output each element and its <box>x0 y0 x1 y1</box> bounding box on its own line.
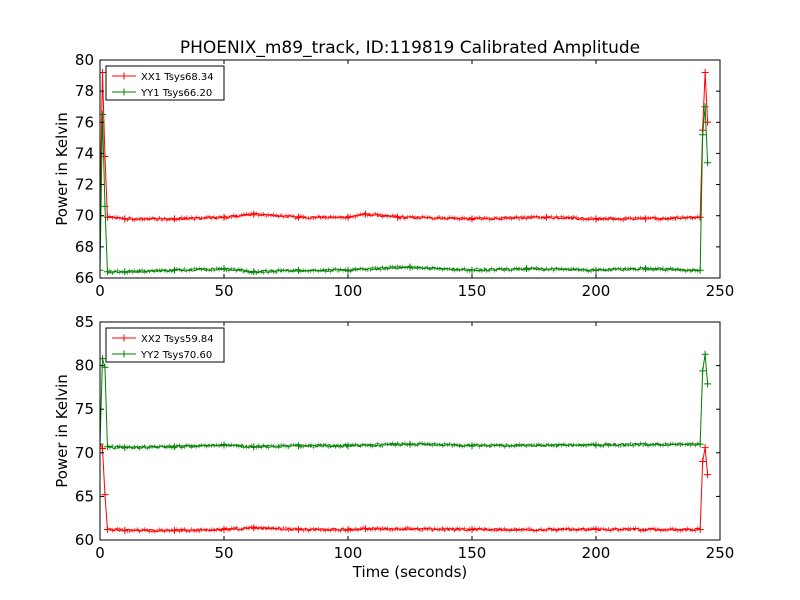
data-point-marker <box>704 471 712 479</box>
x-tick-label: 200 <box>582 282 611 300</box>
legend-label: YY1 Tsys66.20 <box>140 88 212 99</box>
y-tick-label: 78 <box>75 82 94 100</box>
series-group <box>100 68 712 276</box>
legend-label: XX1 Tsys68.34 <box>141 72 214 83</box>
x-tick-label: 0 <box>95 282 105 300</box>
data-point-marker <box>699 367 707 375</box>
data-point-marker <box>100 440 104 448</box>
y-tick-label: 85 <box>75 313 94 331</box>
data-point-marker <box>699 131 707 139</box>
x-axis-label: Time (seconds) <box>352 563 468 581</box>
y-axis-label: Power in Kelvin <box>53 374 71 488</box>
data-point-marker <box>100 266 104 274</box>
plot-frame <box>99 59 721 279</box>
y-tick-label: 76 <box>75 113 94 131</box>
y-tick-label: 70 <box>75 444 94 462</box>
series-group <box>100 350 712 534</box>
series-line-2 <box>100 106 709 274</box>
legend-label: XX2 Tsys59.84 <box>141 334 214 345</box>
series-marker-texture-1 <box>107 524 700 534</box>
legend-swatch-marker <box>120 334 128 342</box>
legend-swatch-marker <box>120 350 128 358</box>
top-chart: 0 50 100 150 200 250 66 68 70 72 74 76 78 80 Power in … <box>53 51 734 300</box>
x-tick-label: 150 <box>458 282 487 300</box>
legend-box <box>105 65 225 101</box>
x-tick-label: 50 <box>214 544 233 562</box>
x-tick-label: 150 <box>458 544 487 562</box>
data-point-marker <box>704 380 712 388</box>
legend-label: YY2 Tsys70.60 <box>140 350 212 361</box>
y-tick-label: 65 <box>75 487 94 505</box>
data-point-marker <box>101 153 109 161</box>
plot-frame <box>99 321 721 541</box>
y-tick-label: 72 <box>75 176 94 194</box>
data-point-marker <box>704 159 712 167</box>
data-point-marker <box>701 68 709 76</box>
data-point-marker <box>101 363 109 371</box>
data-point-marker <box>101 202 109 210</box>
data-point-marker <box>701 350 709 358</box>
x-tick-label: 0 <box>95 544 105 562</box>
y-tick-label: 70 <box>75 207 94 225</box>
data-point-marker <box>701 444 709 452</box>
y-axis-label: Power in Kelvin <box>53 112 71 226</box>
y-tick-label: 66 <box>75 269 94 287</box>
x-tick-label: 100 <box>334 544 363 562</box>
x-tick-label: 100 <box>334 282 363 300</box>
y-tick-label: 60 <box>75 531 94 549</box>
x-tick-label: 250 <box>706 544 735 562</box>
bottom-chart: 0 50 100 150 200 250 60 65 70 75 80 85 Power in Kelv… <box>53 313 734 581</box>
legend-swatch-marker <box>120 88 128 96</box>
y-tick-label: 80 <box>75 51 94 69</box>
y-tick-label: 75 <box>75 400 94 418</box>
y-tick-label: 68 <box>75 238 94 256</box>
series-marker-texture-1 <box>107 211 700 223</box>
series-marker-texture-2 <box>107 263 700 276</box>
x-tick-label: 50 <box>214 282 233 300</box>
chart-title: PHOENIX_m89_track, ID:119819 Calibrated … <box>180 38 640 58</box>
x-tick-label: 200 <box>582 544 611 562</box>
legend-box <box>105 327 225 363</box>
series-marker-texture-2 <box>107 441 700 451</box>
x-tick-label: 250 <box>706 282 735 300</box>
y-tick-label: 74 <box>75 144 94 162</box>
data-point-marker <box>704 118 712 126</box>
data-point-marker <box>701 103 709 111</box>
data-point-marker <box>699 458 707 466</box>
data-point-marker <box>101 491 109 499</box>
y-tick-label: 80 <box>75 357 94 375</box>
legend-swatch-marker <box>120 72 128 80</box>
